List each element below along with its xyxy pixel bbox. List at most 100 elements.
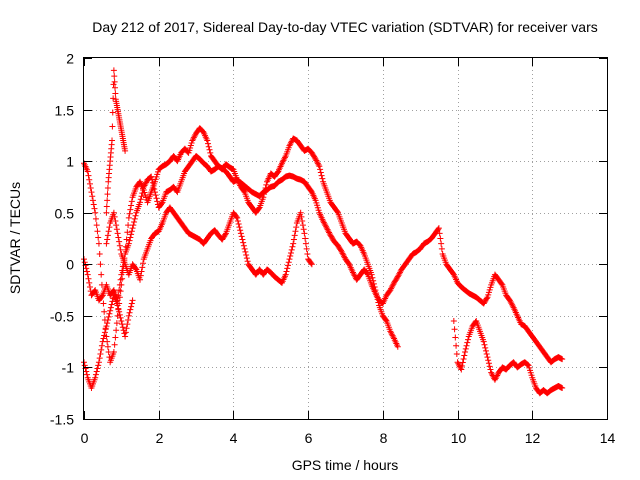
data-point [86,279,93,286]
data-point [239,236,246,243]
data-point [83,368,90,375]
data-point [289,243,296,250]
data-point [119,275,126,282]
data-point [125,316,132,323]
data-point [101,332,108,339]
chart-title: Day 212 of 2017, Sidereal Day-to-day VTE… [92,19,598,35]
data-point [118,271,125,278]
data-point [119,324,126,331]
data-point [459,362,466,369]
data-point [507,298,514,305]
x-tick-label: 2 [156,430,164,446]
data-point [304,250,311,257]
data-point [290,236,297,243]
data-point [191,133,198,140]
data-point [104,320,111,327]
data-point [308,261,315,268]
data-point [326,229,333,236]
data-point [313,157,320,164]
data-point [128,231,135,238]
data-point [128,198,135,205]
data-point [472,319,479,326]
data-point [237,230,244,237]
data-point [238,233,245,240]
data-point [93,222,100,229]
data-point [141,182,148,189]
data-point [139,190,146,197]
data-point [89,197,96,204]
data-point [95,240,102,247]
data-point [458,366,465,373]
data-point [84,168,91,175]
data-point [92,209,99,216]
data-point [274,169,281,176]
data-point [244,258,251,265]
data-point [151,185,158,192]
data-point [483,295,490,302]
plot-frame [83,57,608,420]
data-point [394,343,401,350]
data-point [319,175,326,182]
data-point [284,265,291,272]
data-point [110,67,117,74]
data-point [117,314,124,321]
data-point [438,245,445,252]
data-point [99,338,106,345]
data-point [153,195,160,202]
data-point [116,311,123,318]
data-point [88,189,95,196]
data-point [290,240,297,247]
data-point [452,334,459,341]
data-point [298,213,305,220]
data-point [345,260,352,267]
data-point [190,136,197,143]
series-track-f [450,318,566,397]
data-point [435,226,442,233]
data-point [241,245,248,252]
y-tick-label: 1 [66,154,74,170]
data-point [95,359,102,366]
data-point [293,224,300,231]
data-point [104,343,111,350]
data-point [105,348,112,355]
data-point [506,297,513,304]
y-axis-label: SDTVAR / TECUs [7,182,23,294]
data-point [492,375,499,382]
data-point [302,235,309,242]
series-track-e [103,67,129,216]
data-point [308,188,315,195]
data-point [299,222,306,229]
data-point [118,318,125,325]
data-point [324,226,331,233]
data-point [206,146,213,153]
data-point [240,239,247,246]
data-point [374,294,381,301]
data-point [323,225,330,232]
data-point [396,270,403,277]
data-point [287,141,294,148]
data-point [122,329,129,336]
data-point [435,225,442,232]
data-point [125,240,132,247]
y-tick-label: 1.5 [55,103,75,119]
data-point [338,248,345,255]
data-point [121,330,128,337]
data-point [116,308,123,315]
data-point [110,95,117,102]
data-point [117,288,124,295]
data-point [493,373,500,380]
data-point [464,339,471,346]
data-point [559,385,566,392]
data-point [104,316,111,323]
data-point [387,328,394,335]
data-point [456,362,463,369]
data-point [104,184,111,191]
data-point [94,228,101,235]
data-point [111,341,118,348]
data-point [285,259,292,266]
data-point [509,301,516,308]
data-point [388,285,395,292]
data-point [86,176,93,183]
data-point [283,268,290,275]
